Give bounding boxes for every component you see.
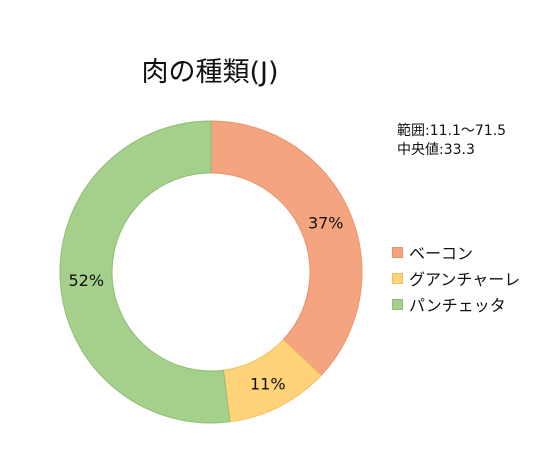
legend-label-bacon: ベーコン	[409, 244, 474, 263]
legend-label-pancetta: パンチェッタ	[409, 296, 506, 315]
slice-pancetta	[59, 120, 231, 424]
legend-label-guanciale: グアンチャーレ	[409, 270, 521, 289]
legend-item-pancetta: パンチェッタ	[392, 291, 520, 317]
legend: ベーコン グアンチャーレ パンチェッタ	[392, 239, 520, 317]
stats-annotation: 範囲:11.1〜71.5 中央値:33.3	[397, 122, 506, 160]
chart-title: 肉の種類(J)	[141, 57, 279, 88]
slice-bacon	[210, 120, 363, 377]
legend-swatch-pancetta	[392, 298, 403, 310]
legend-item-guanciale: グアンチャーレ	[392, 265, 520, 291]
legend-swatch-bacon	[392, 246, 403, 258]
slice-label-bacon: 37%	[308, 213, 344, 232]
median-text: 中央値:33.3	[397, 142, 475, 158]
legend-item-bacon: ベーコン	[392, 239, 520, 265]
range-text: 範囲:11.1〜71.5	[397, 123, 507, 139]
slice-label-guanciale: 11%	[250, 374, 286, 393]
legend-swatch-guanciale	[392, 272, 403, 284]
slice-label-pancetta: 52%	[68, 271, 104, 290]
